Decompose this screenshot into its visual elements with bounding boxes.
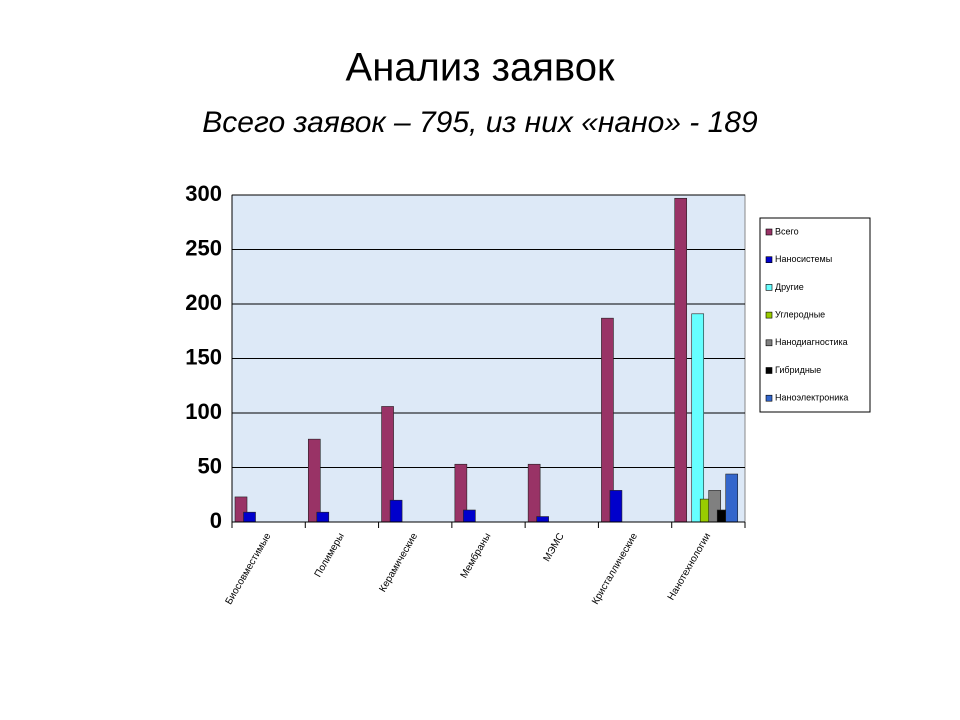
x-tick-label: Полимеры — [313, 531, 347, 579]
legend-swatch — [765, 228, 773, 236]
legend-box — [759, 217, 871, 413]
x-tick-label: Биосовместимые — [224, 531, 274, 607]
bar — [536, 516, 549, 523]
legend-label: Углеродные — [775, 309, 825, 319]
bar — [609, 490, 623, 523]
x-tick-label: Кристаллические — [590, 531, 640, 607]
y-tick-label: 300 — [185, 181, 222, 206]
chart-subtitle: Всего заявок – 795, из них «нано» - 189 — [202, 106, 758, 139]
legend-label: Всего — [775, 226, 799, 236]
legend-label: Гибридные — [775, 365, 821, 375]
x-tick-label: Мембраны — [458, 531, 494, 581]
legend-swatch — [765, 311, 773, 319]
legend-swatch — [765, 256, 773, 264]
legend-swatch — [765, 394, 773, 402]
bar — [463, 509, 476, 523]
x-tick-label: Керамические — [377, 531, 420, 594]
legend-label: Наносистемы — [775, 254, 832, 264]
bar — [691, 313, 705, 523]
y-tick-label: 0 — [210, 508, 222, 533]
y-tick-label: 100 — [185, 399, 222, 424]
bar — [307, 438, 321, 523]
legend-swatch — [765, 339, 773, 347]
y-tick-label: 150 — [185, 344, 222, 369]
bar — [674, 197, 688, 523]
bar — [316, 511, 330, 523]
bar — [389, 499, 403, 523]
bar — [243, 511, 256, 523]
legend-label: Другие — [775, 282, 804, 292]
legend-swatch — [765, 284, 773, 291]
legend-swatch — [765, 367, 773, 374]
x-tick-label: МЭМС — [542, 531, 567, 563]
y-tick-label: 250 — [185, 235, 222, 260]
y-tick-label: 200 — [185, 290, 222, 315]
bar — [527, 463, 541, 523]
legend-label: Наноэлектроника — [775, 393, 848, 403]
x-tick-label: Нанотехнологии — [666, 531, 713, 602]
legend-label: Нанодиагностика — [775, 337, 848, 347]
y-tick-label: 50 — [198, 453, 222, 478]
chart-title: Анализ заявок — [346, 46, 615, 90]
bar — [725, 473, 739, 523]
